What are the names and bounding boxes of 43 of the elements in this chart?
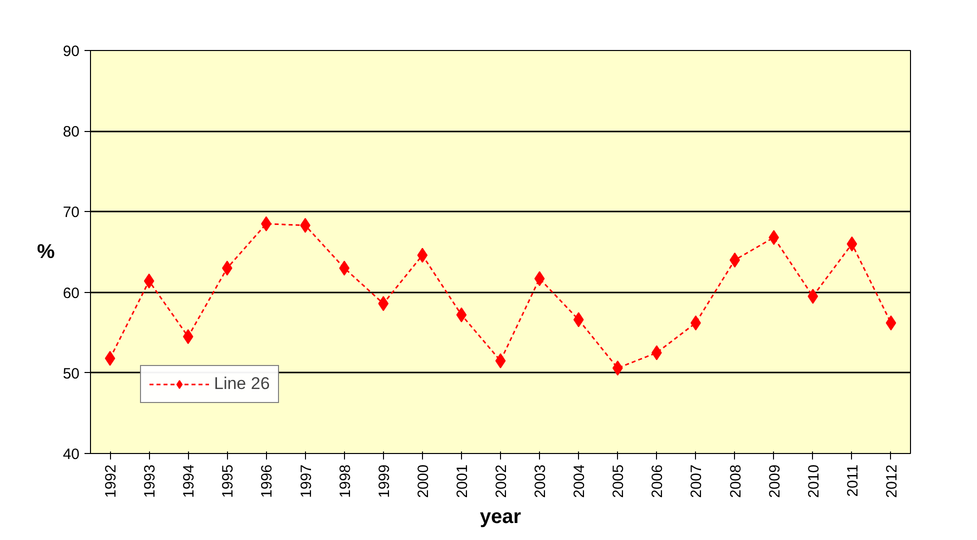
point bbox=[808, 288, 818, 304]
x-tick-label: 2011 bbox=[844, 464, 862, 497]
y-tick-label: 40 bbox=[62, 446, 80, 463]
x-tick-label: 1998 bbox=[336, 464, 354, 498]
x-tick-label: 1999 bbox=[376, 464, 393, 498]
x-tick-label: 2007 bbox=[688, 464, 706, 498]
point bbox=[534, 271, 545, 286]
x-tick-label: 2012 bbox=[883, 464, 900, 498]
point bbox=[417, 248, 428, 263]
x-tick-label: 2001 bbox=[454, 464, 471, 498]
point bbox=[182, 329, 194, 344]
point bbox=[495, 353, 506, 368]
y-tick-label: 80 bbox=[62, 124, 80, 141]
x-tick-label: 1993 bbox=[142, 464, 159, 498]
x-tick-label: 1992 bbox=[102, 464, 120, 498]
x-tick-label: 1994 bbox=[180, 464, 198, 498]
point bbox=[886, 315, 896, 330]
point bbox=[104, 350, 116, 366]
x-tick-label: 2009 bbox=[766, 464, 784, 498]
y-tick-label: 90 bbox=[62, 43, 80, 60]
x-tick-label: 1995 bbox=[220, 464, 237, 498]
x-tick-label: 2004 bbox=[571, 464, 588, 498]
x-tick-label: 2006 bbox=[649, 464, 666, 498]
point bbox=[846, 236, 858, 252]
x-tick-label: 2002 bbox=[493, 464, 510, 498]
point bbox=[573, 312, 584, 328]
point bbox=[378, 296, 389, 312]
point bbox=[456, 307, 467, 322]
x-tick-label: 2005 bbox=[610, 464, 628, 498]
x-tick-label: 2010 bbox=[805, 464, 822, 498]
y-tick-label: 50 bbox=[62, 365, 80, 382]
x-axis-title: year bbox=[480, 506, 522, 528]
y-axis-title: % bbox=[37, 241, 56, 263]
x-tick-label: 1997 bbox=[298, 464, 315, 498]
x-tick-label: 1996 bbox=[258, 464, 276, 498]
x-tick-label: 2008 bbox=[727, 464, 744, 498]
y-tick-label: 70 bbox=[62, 204, 80, 222]
legend-label: Line 26 bbox=[214, 374, 270, 394]
y-tick-label: 60 bbox=[62, 284, 80, 302]
point bbox=[144, 274, 154, 289]
point bbox=[612, 360, 623, 376]
x-tick-label: 2000 bbox=[414, 464, 432, 498]
x-tick-label: 2003 bbox=[532, 464, 550, 498]
